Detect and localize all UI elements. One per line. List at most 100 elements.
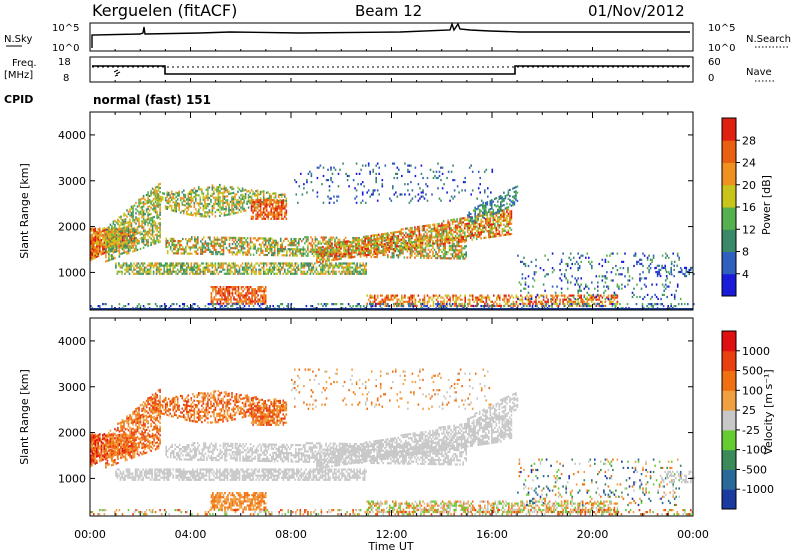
data-cell xyxy=(234,193,236,196)
data-cell xyxy=(506,215,508,218)
data-cell xyxy=(120,237,122,241)
data-cell xyxy=(203,242,205,245)
data-cell xyxy=(239,236,241,240)
data-cell xyxy=(483,224,486,227)
data-cell xyxy=(406,227,409,230)
data-cell xyxy=(159,222,161,225)
data-cell xyxy=(246,266,248,269)
data-cell xyxy=(281,241,284,244)
data-cell xyxy=(155,270,158,273)
data-cell xyxy=(348,272,351,275)
data-cell xyxy=(121,266,123,269)
data-cell xyxy=(429,224,431,227)
data-cell xyxy=(142,236,145,239)
data-cell xyxy=(169,266,171,269)
data-cell xyxy=(451,244,454,248)
data-cell xyxy=(391,242,394,245)
data-cell xyxy=(206,242,208,245)
data-cell xyxy=(199,196,202,199)
data-cell xyxy=(245,292,247,295)
data-cell xyxy=(255,296,258,299)
data-cell xyxy=(271,199,274,202)
data-cell xyxy=(438,294,441,297)
data-cell xyxy=(195,242,198,245)
data-cell xyxy=(529,294,531,297)
data-cell xyxy=(498,234,501,237)
data-cell xyxy=(285,272,288,275)
data-cell xyxy=(211,188,214,191)
data-cell xyxy=(462,253,464,256)
data-cell xyxy=(451,235,454,238)
data-cell xyxy=(291,272,294,275)
data-cell xyxy=(146,270,149,273)
data-cell xyxy=(172,266,174,269)
data-cell xyxy=(130,266,132,269)
data-cell xyxy=(108,232,110,235)
data-cell xyxy=(364,239,366,242)
data-cell xyxy=(513,203,516,206)
data-cell xyxy=(204,211,206,214)
data-cell xyxy=(503,217,505,220)
data-cell xyxy=(421,252,424,255)
data-cell xyxy=(175,272,177,275)
data-cell xyxy=(391,231,394,234)
data-cell xyxy=(489,233,492,237)
data-cell xyxy=(566,300,569,303)
data-cell xyxy=(231,290,234,293)
data-cell xyxy=(215,242,217,245)
data-cell xyxy=(332,272,334,275)
data-cell xyxy=(462,221,464,224)
data-cell xyxy=(217,264,220,267)
data-cell xyxy=(147,211,149,215)
data-cell xyxy=(373,234,375,237)
data-cell xyxy=(115,244,118,247)
data-cell xyxy=(229,200,232,203)
data-cell xyxy=(319,246,321,249)
data-cell xyxy=(371,253,374,256)
data-cell xyxy=(500,222,502,225)
data-cell xyxy=(117,222,119,226)
data-cell xyxy=(161,192,164,195)
data-cell xyxy=(396,245,398,248)
data-cell xyxy=(449,300,451,303)
data-cell xyxy=(475,220,478,223)
data-cell xyxy=(157,189,160,192)
data-cell xyxy=(178,242,181,245)
data-cell xyxy=(250,209,253,212)
data-cell xyxy=(385,244,388,248)
data-cell xyxy=(121,223,124,226)
data-cell xyxy=(257,237,259,240)
data-cell xyxy=(276,207,278,210)
data-cell xyxy=(114,224,116,227)
data-cell xyxy=(334,242,336,245)
data-cell xyxy=(231,251,234,254)
data-cell xyxy=(303,266,306,269)
data-cell xyxy=(261,290,264,293)
data-cell xyxy=(243,270,245,273)
data-cell xyxy=(257,239,259,242)
data-cell xyxy=(482,203,484,206)
data-cell xyxy=(463,225,466,228)
data-cell xyxy=(296,242,299,245)
data-cell xyxy=(326,257,329,260)
data-cell xyxy=(97,230,100,233)
data-cell xyxy=(221,249,223,252)
data-cell xyxy=(451,247,454,250)
data-cell xyxy=(429,226,431,229)
data-cell xyxy=(142,221,145,224)
data-cell xyxy=(270,217,272,220)
data-cell xyxy=(227,296,229,299)
data-cell xyxy=(246,262,248,265)
data-cell xyxy=(378,300,380,303)
data-cell xyxy=(139,202,142,205)
data-cell xyxy=(280,268,283,271)
data-cell xyxy=(512,195,514,198)
data-cell xyxy=(234,212,236,215)
data-cell xyxy=(123,247,125,250)
data-cell xyxy=(159,234,161,237)
data-cell xyxy=(429,234,431,237)
data-cell xyxy=(211,184,214,187)
data-cell xyxy=(172,209,174,212)
data-cell xyxy=(422,298,424,301)
data-cell xyxy=(121,237,124,240)
